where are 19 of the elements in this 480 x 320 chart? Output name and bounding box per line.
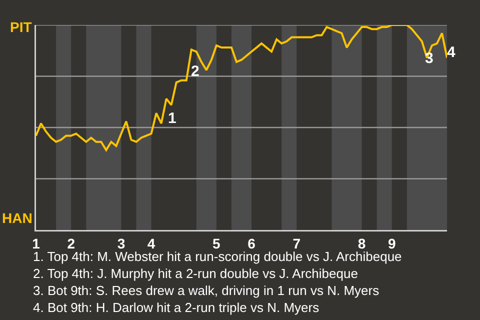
x-tick-label: 7 bbox=[292, 235, 301, 252]
x-tick-label: 1 bbox=[32, 235, 40, 252]
text: 4. Bot 9th: H. Darlow hit a 2-run triple vs N. Myers bbox=[33, 300, 320, 315]
text: HAN bbox=[2, 210, 32, 226]
annotation: 3 bbox=[425, 50, 434, 67]
x-tick-label: 3 bbox=[117, 235, 126, 252]
x-tick-label: 6 bbox=[248, 235, 256, 252]
annotation: 2 bbox=[191, 63, 200, 80]
annotation: 4 bbox=[447, 44, 456, 61]
x-tick-label: 2 bbox=[67, 235, 76, 252]
text: 2. Top 4th: J. Murphy hit a 2-run double vs J. Archibeque bbox=[33, 266, 358, 281]
x-tick-label: 4 bbox=[147, 235, 156, 252]
x-tick-label: 5 bbox=[212, 235, 221, 252]
text: 3. Bot 9th: S. Rees drew a walk, driving in 1 run vs N. Myers bbox=[33, 283, 380, 298]
text: PIT bbox=[10, 19, 32, 35]
text: 1. Top 4th: M. Webster hit a run-scoring double vs J. Archibeque bbox=[33, 249, 402, 264]
annotation: 1 bbox=[168, 110, 176, 127]
x-tick-label: 9 bbox=[388, 235, 396, 252]
x-tick-label: 8 bbox=[358, 235, 366, 252]
